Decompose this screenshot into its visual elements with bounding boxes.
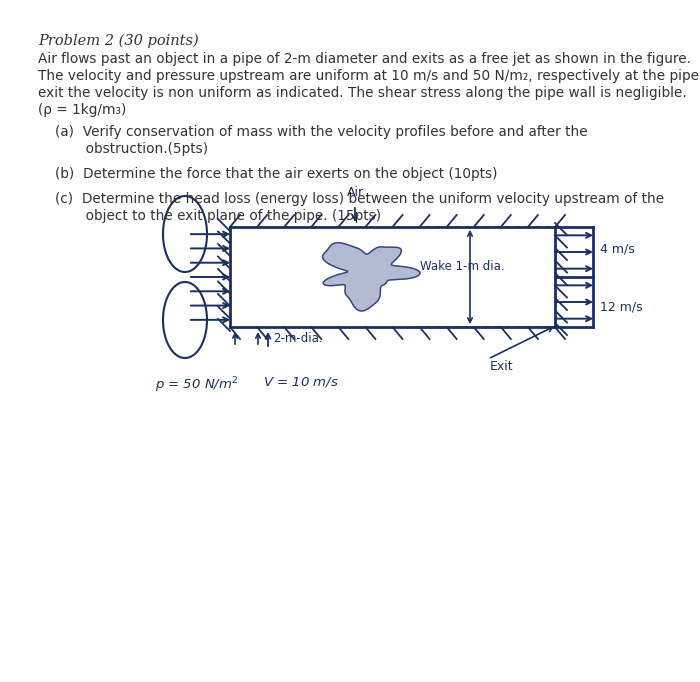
Text: $p$ = 50 N/m$^2$: $p$ = 50 N/m$^2$ <box>155 375 239 395</box>
Text: $V$ = 10 m/s: $V$ = 10 m/s <box>263 375 339 389</box>
Text: (b)  Determine the force that the air exerts on the object (10pts): (b) Determine the force that the air exe… <box>55 167 498 181</box>
Text: (a)  Verify conservation of mass with the velocity profiles before and after the: (a) Verify conservation of mass with the… <box>55 125 587 139</box>
Text: Exit: Exit <box>490 360 514 373</box>
Polygon shape <box>323 243 420 311</box>
Text: 12 m/s: 12 m/s <box>600 301 643 314</box>
Text: 4 m/s: 4 m/s <box>600 243 635 256</box>
Text: (ρ = 1kg/m₃): (ρ = 1kg/m₃) <box>38 103 127 117</box>
Text: Air flows past an object in a pipe of 2-m diameter and exits as a free jet as sh: Air flows past an object in a pipe of 2-… <box>38 52 691 66</box>
Text: (c)  Determine the head loss (energy loss) between the uniform velocity upstream: (c) Determine the head loss (energy loss… <box>55 192 664 206</box>
Text: 2-m-dia.: 2-m-dia. <box>273 333 323 346</box>
Text: Air: Air <box>346 186 363 199</box>
Text: The velocity and pressure upstream are uniform at 10 m/s and 50 N/m₂, respective: The velocity and pressure upstream are u… <box>38 69 699 83</box>
Text: object to the exit plane of the pipe. (15pts): object to the exit plane of the pipe. (1… <box>55 209 381 223</box>
Text: exit the velocity is non uniform as indicated. The shear stress along the pipe w: exit the velocity is non uniform as indi… <box>38 86 687 100</box>
Text: Problem 2 (30 points): Problem 2 (30 points) <box>38 34 199 48</box>
Text: Wake 1-m dia.: Wake 1-m dia. <box>420 261 505 273</box>
Text: obstruction.(5pts): obstruction.(5pts) <box>55 142 208 156</box>
